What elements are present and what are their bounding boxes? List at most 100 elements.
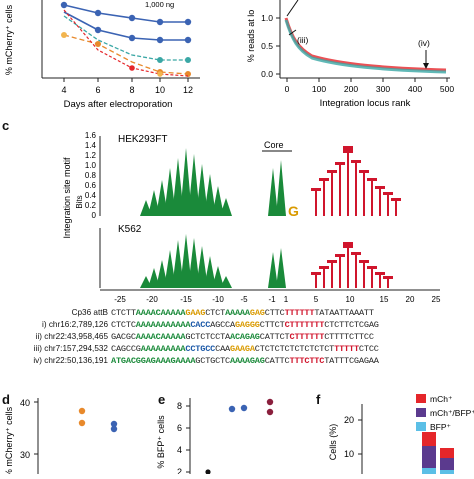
panel-b-plot: 0.0 0.5 1.0 (iii) (iv) 0 100 200 300 400… — [246, 0, 454, 109]
data-point — [128, 34, 136, 42]
x-tick-label: 0 — [285, 84, 290, 94]
x-tick-label: 6 — [95, 85, 100, 95]
y-tick-label: 30 — [20, 450, 30, 460]
seq-row: CTCTCAAAAAAAAAAACACCAGCCAGAGGGCTTCTCTTTT… — [111, 320, 379, 330]
data-point — [128, 14, 136, 22]
logo-t-caps — [311, 242, 393, 279]
x-tick-label: 12 — [183, 85, 193, 95]
y-tick-label: 6 — [177, 423, 182, 433]
data-point — [110, 420, 118, 428]
x-tick-label: 500 — [440, 84, 454, 94]
panel-letter-e: e — [158, 392, 166, 407]
seq-label: i) chr16:2,789,126 — [42, 320, 108, 329]
logo-a-stack — [140, 234, 286, 288]
logo-title-k562: K562 — [118, 224, 142, 235]
decay-curve — [284, 19, 447, 74]
seq-label: Cp36 attB — [71, 308, 108, 317]
bar-segment-mch-bfp — [440, 458, 454, 470]
y-axis-label: % mCherry⁺ cells — [4, 406, 14, 474]
x-tick-label: 300 — [376, 84, 390, 94]
y-tick-label: 0.2 — [85, 201, 97, 210]
panel-letter-d: d — [2, 392, 10, 407]
data-point — [266, 408, 274, 416]
core-label: Core — [264, 140, 284, 150]
y-tick-label: 2 — [177, 467, 182, 474]
y-tick-label: 1.0 — [261, 13, 273, 23]
logo-t-stack — [315, 246, 389, 288]
bits-label: Bits — [75, 195, 84, 208]
x-tick-label: -10 — [212, 295, 224, 304]
panel-letter-f: f — [316, 392, 321, 407]
x-tick-label: 25 — [432, 295, 441, 304]
logo-title-hek: HEK293FT — [118, 134, 167, 145]
x-tick-label: 15 — [380, 295, 389, 304]
x-tick-label: 100 — [312, 84, 326, 94]
seq-row: CTCTTAAAACAAAAAGAAGCTCTAAAAAGAGCTTCTTTTT… — [111, 308, 374, 318]
data-point — [184, 36, 192, 44]
x-tick-label: 400 — [408, 84, 422, 94]
panel-f: f 20 10 Cells (%) mCh⁺ mCh⁺/BFP⁺ BFP⁺ — [306, 392, 474, 474]
panel-letter-c: c — [2, 118, 10, 133]
seq-label: iv) chr22:50,136,191 — [33, 356, 108, 365]
logo-t-caps — [311, 146, 401, 201]
bar-segment-mch-bfp — [422, 446, 436, 468]
x-tick-label: 5 — [314, 295, 319, 304]
y-tick-label: 0.6 — [85, 181, 97, 190]
series-line — [63, 9, 189, 77]
legend-swatch-mch — [416, 394, 426, 403]
data-point — [205, 469, 211, 475]
x-tick-label: 10 — [346, 295, 355, 304]
data-point — [78, 407, 86, 415]
legend-label: mCh⁺ — [430, 394, 453, 404]
data-point — [61, 32, 67, 38]
x-axis-label: Integration locus rank — [320, 98, 411, 109]
y-tick-label: 0.8 — [85, 171, 97, 180]
point-label-iv: (iv) — [418, 38, 430, 48]
logo-a-stack — [140, 148, 286, 216]
point-label-iii: (iii) — [297, 35, 308, 45]
x-tick-label: 200 — [344, 84, 358, 94]
data-point — [129, 65, 135, 71]
bar-segment-bfp — [440, 470, 454, 474]
series-line — [63, 34, 189, 75]
y-axis-label: Cells (%) — [328, 424, 338, 461]
x-tick-label: 8 — [129, 85, 134, 95]
data-point — [78, 419, 86, 427]
x-axis-label: Days after electroporation — [64, 99, 173, 110]
y-tick-label: 20 — [344, 415, 354, 425]
panel-a-plot: 4 6 8 10 12 Days after electroporation 1… — [4, 0, 200, 110]
y-tick-label: 10 — [344, 449, 354, 459]
y-tick-label: 0 — [92, 211, 97, 220]
panel-d-plot: 40 30 % mCherry⁺ cells — [4, 398, 118, 477]
panel-d: d 40 30 % mCherry⁺ cells — [0, 392, 150, 477]
legend-swatch-mch-bfp — [416, 408, 426, 417]
bar-segment-bfp — [422, 468, 436, 474]
y-tick-label: 1.4 — [85, 141, 97, 150]
data-point — [94, 26, 102, 34]
y-tick-label: 0.5 — [261, 41, 273, 51]
logo-plot: Integration site motif HEK293FT 0 0.2 0.… — [62, 131, 441, 304]
data-point — [60, 1, 68, 9]
panel-e-plot: 8 6 4 2 % BFP⁺ cells — [156, 398, 274, 477]
seq-row: GACGCAAAACAAAAAGCTCTCCTAACAGAGCATTCTCTTT… — [111, 332, 374, 342]
legend-label: mCh⁺/BFP⁺ — [430, 408, 474, 418]
data-point — [157, 71, 163, 77]
panel-a-top: 4 6 8 10 12 Days after electroporation 1… — [0, 0, 230, 120]
legend-swatch-bfp — [416, 422, 426, 431]
annotation-label: 1,000 ng — [145, 0, 174, 9]
y-tick-label: 8 — [177, 401, 182, 411]
x-tick-label: 20 — [406, 295, 415, 304]
y-axis-label: % BFP⁺ cells — [156, 415, 166, 469]
y-axis-label: % mCherry⁺ cells — [4, 4, 14, 75]
data-point — [95, 41, 101, 47]
x-tick-label: -25 — [114, 295, 126, 304]
y-tick-label: 0.0 — [261, 69, 273, 79]
y-tick-label: 1.6 — [85, 131, 97, 140]
x-tick-label: -5 — [240, 295, 248, 304]
logo-g-letter: G — [288, 203, 299, 219]
data-point — [94, 9, 102, 17]
seq-label: ii) chr22:43,958,465 — [35, 332, 108, 341]
legend-label: BFP⁺ — [430, 422, 452, 432]
bar-segment-mch — [422, 432, 436, 446]
x-tick-label: -15 — [180, 295, 192, 304]
